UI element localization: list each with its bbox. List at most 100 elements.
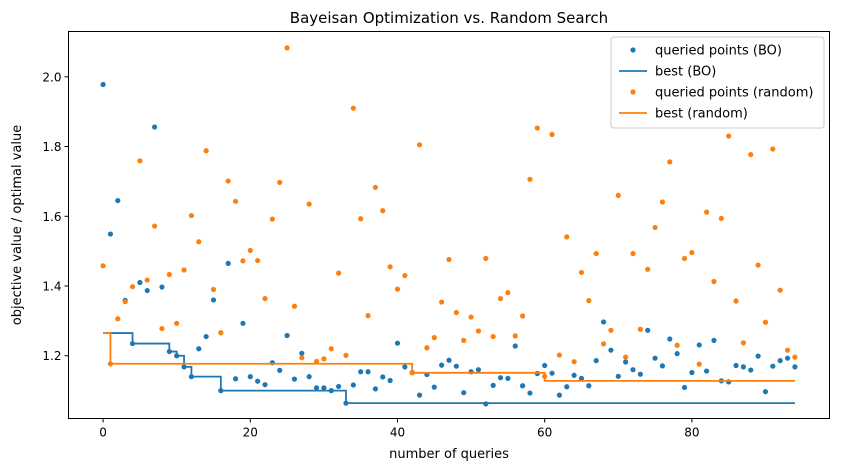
data-point (696, 342, 702, 348)
data-point (402, 272, 408, 279)
axis-ticks: 0 20 40 60 80 1.2 1.4 1.6 1.8 2.0 (42, 70, 699, 439)
x-tick-label: 80 (684, 426, 699, 440)
plot-frame (68, 31, 830, 419)
data-point (733, 298, 739, 304)
series-2 (100, 45, 798, 379)
data-point (527, 390, 533, 396)
data-point (181, 267, 187, 273)
data-point (762, 319, 769, 325)
data-point (667, 159, 673, 165)
data-point (129, 284, 136, 290)
data-point (784, 347, 791, 353)
data-point (630, 250, 636, 257)
data-point (446, 256, 452, 263)
data-point (255, 257, 261, 264)
data-point (777, 287, 783, 293)
data-point (424, 345, 430, 351)
data-point (637, 326, 643, 332)
data-point (166, 271, 172, 278)
data-point (696, 361, 702, 367)
data-point (578, 269, 585, 276)
data-point (439, 299, 445, 305)
data-point (277, 179, 283, 186)
y-tick-label: 1.2 (42, 349, 61, 363)
data-point (718, 215, 724, 221)
series-line (103, 332, 795, 382)
data-point (358, 216, 364, 222)
data-point (247, 247, 253, 254)
data-point (689, 249, 695, 256)
data-point (652, 224, 658, 231)
data-point (218, 330, 224, 336)
data-point (564, 384, 570, 390)
data-point (711, 337, 717, 344)
data-point (762, 389, 769, 395)
data-point (549, 131, 555, 137)
data-point (100, 263, 106, 269)
data-point (306, 374, 312, 380)
x-axis-label: number of queries (389, 447, 509, 462)
data-point (394, 286, 401, 292)
data-point (453, 309, 459, 316)
data-point (740, 364, 746, 370)
data-point (475, 328, 482, 334)
data-point (100, 81, 106, 88)
data-point (203, 148, 209, 154)
data-point (674, 351, 680, 357)
data-point (380, 208, 386, 214)
legend: queried points (BO) best (BO) queried poin… (610, 36, 825, 129)
data-point (623, 354, 629, 360)
data-point (137, 158, 143, 164)
data-point (689, 369, 695, 376)
y-tick-label: 2.0 (42, 70, 61, 84)
data-point (387, 264, 393, 270)
data-point (593, 358, 599, 364)
y-tick-label: 1.4 (42, 280, 61, 294)
data-point (615, 373, 621, 379)
data-point (615, 192, 621, 198)
data-point (284, 332, 290, 339)
data-point (306, 201, 312, 207)
data-point (571, 359, 577, 365)
data-point (313, 358, 320, 364)
data-point (755, 262, 761, 268)
data-point (365, 313, 371, 319)
data-point (269, 216, 275, 222)
data-point (711, 278, 717, 285)
data-point (115, 197, 121, 204)
data-point (313, 385, 320, 391)
data-point (652, 355, 658, 361)
data-point (748, 367, 754, 373)
data-point (152, 223, 158, 229)
x-tick-label: 0 (99, 426, 107, 440)
data-point (527, 176, 533, 182)
data-point (630, 367, 636, 373)
data-point (210, 286, 217, 293)
data-point (505, 375, 511, 382)
data-point (542, 362, 548, 369)
data-point (659, 199, 666, 205)
chart-title: Bayeisan Optimization vs. Random Search (290, 9, 608, 27)
data-point (232, 376, 239, 382)
data-point (225, 178, 231, 184)
data-point (748, 151, 754, 158)
data-point (578, 375, 585, 382)
data-point (416, 392, 423, 398)
data-point (497, 375, 504, 381)
data-point (394, 340, 401, 346)
data-point (262, 382, 268, 388)
data-point (490, 382, 496, 388)
data-point (586, 383, 592, 389)
data-point (608, 327, 614, 333)
data-point (240, 258, 246, 264)
data-point (659, 363, 666, 369)
legend-label: queried points (BO) (655, 44, 782, 59)
data-point (681, 384, 688, 391)
data-point (358, 369, 364, 375)
data-point (291, 303, 298, 309)
data-point (549, 370, 555, 376)
legend-label: best (BO) (655, 65, 716, 80)
data-point (144, 287, 150, 294)
data-point (188, 212, 195, 219)
data-point (667, 336, 673, 342)
